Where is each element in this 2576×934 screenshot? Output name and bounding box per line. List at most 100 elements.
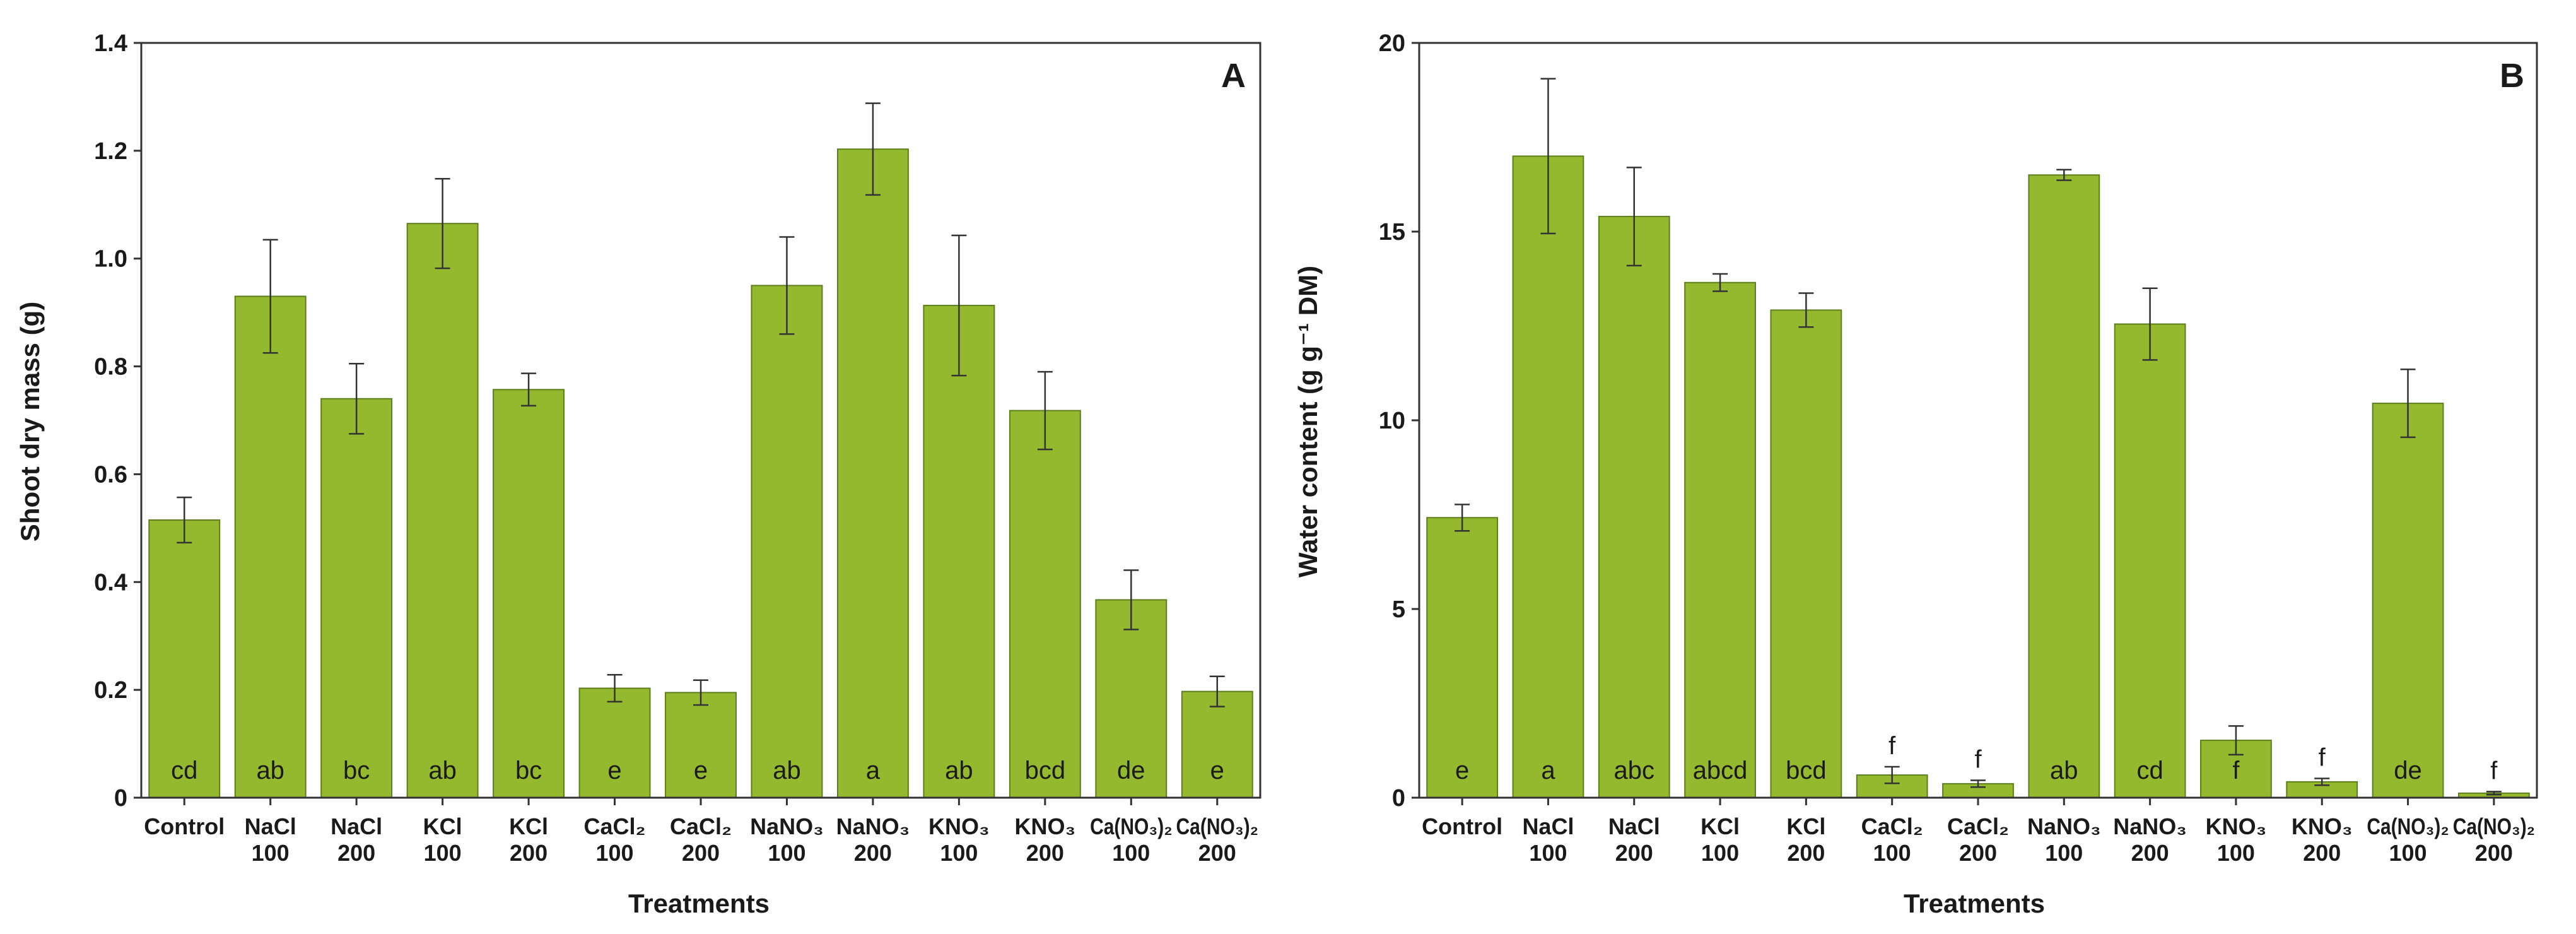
panel-a-x-tick-label: 100 <box>940 840 978 866</box>
panel-b-significance-letter: cd <box>2136 757 2163 784</box>
panel-a-x-axis-title: Treatments <box>628 889 770 918</box>
panel-b-x-tick-label: Ca(NO₃)₂ <box>2367 813 2449 839</box>
panel-b-plot-frame <box>1418 42 2538 799</box>
panel-a-label: A <box>1221 57 1246 95</box>
panel-a-x-tick-label: Ca(NO₃)₂ <box>1176 813 1258 839</box>
panel-b-significance-letter: de <box>2394 757 2422 784</box>
panel-b-x-tick-label: Control <box>1422 813 1502 839</box>
panel-a-x-tick-label: KCl <box>423 813 462 839</box>
panel-b-label: B <box>2500 57 2524 95</box>
panel-a-x-tick-label: KNO₃ <box>1015 813 1076 839</box>
panel-b-x-tick-label: 200 <box>2475 840 2513 866</box>
panel-b-x-tick-label: Ca(NO₃)₂ <box>2453 813 2535 839</box>
panel-a-x-tick-label: Control <box>144 813 225 839</box>
panel-a-x-tick-label: CaCl₂ <box>584 813 646 839</box>
panel-b-x-ticks: Control NaCl100NaCl200KCl100KCl200CaCl₂10… <box>1422 798 2535 866</box>
panel-a-significance-letter: de <box>1117 757 1145 784</box>
panel-b-water-content-chart: Water content (g g⁻¹ DM) Treatments B e a… <box>1293 30 2538 918</box>
panel-b-y-tick-label: 0 <box>1392 785 1405 812</box>
panel-a-plot-frame <box>140 42 1262 799</box>
panel-b-y-ticks: 0 5 10 15 20 <box>1379 30 1419 812</box>
panel-a-significance-letter: ab <box>428 757 457 784</box>
panel-b-error-bars <box>1455 78 2502 796</box>
panel-a-x-tick-label: 100 <box>595 840 633 866</box>
panel-a-bar <box>578 687 651 798</box>
panel-b-y-tick-label: 10 <box>1379 408 1405 434</box>
panel-a-x-tick-label: 100 <box>252 840 290 866</box>
panel-a-significance-letter: e <box>607 757 621 784</box>
panel-a-y-tick-label: 0.8 <box>94 354 127 381</box>
panel-b-x-tick-label: CaCl₂ <box>1947 813 2009 839</box>
panel-a-x-tick-label: 100 <box>1112 840 1150 866</box>
panel-a-bar <box>406 223 479 798</box>
panel-a-x-tick-label: 200 <box>1026 840 1064 866</box>
panel-b-y-axis-title: Water content (g g⁻¹ DM) <box>1293 266 1323 577</box>
panel-b-bar <box>1770 309 1842 799</box>
panel-a-significance-letter: cd <box>171 757 197 784</box>
panel-b-x-tick-label: 100 <box>2389 840 2427 866</box>
panel-a-x-tick-label: NaNO₃ <box>836 813 910 839</box>
panel-b-significance-letter: abc <box>1614 757 1655 784</box>
panel-a-bar <box>148 519 221 798</box>
panel-b-significance-letter: ab <box>2050 757 2078 784</box>
panel-b-x-axis-title: Treatments <box>1904 889 2045 918</box>
panel-a-y-tick-label: 0 <box>114 785 127 812</box>
panel-a-x-tick-label: 200 <box>854 840 892 866</box>
panel-a-x-tick-label: CaCl₂ <box>670 813 732 839</box>
panel-a-significance-letter: a <box>866 757 881 784</box>
panel-a-y-tick-label: 1.0 <box>94 246 127 273</box>
panel-a-x-tick-label: 200 <box>1198 840 1236 866</box>
panel-b-significance-letter: abcd <box>1693 757 1748 784</box>
panel-a-x-tick-label: Ca(NO₃)₂ <box>1090 813 1172 839</box>
panel-b-x-tick-label: 200 <box>2131 840 2169 866</box>
panel-b-x-tick-label: 100 <box>2217 840 2255 866</box>
panel-b-significance-letter: bcd <box>1786 757 1827 784</box>
panel-a-error-bars <box>177 102 1225 707</box>
panel-b-bar <box>1684 281 1756 799</box>
panel-b-x-tick-label: 100 <box>1873 840 1911 866</box>
panel-b-bar <box>2114 323 2186 798</box>
panel-a-x-tick-label: NaCl <box>245 813 296 839</box>
panel-a-y-tick-label: 0.6 <box>94 461 127 488</box>
panel-a-bar <box>1009 410 1081 798</box>
panel-a-significance-letter: ab <box>945 757 973 784</box>
panel-a-x-tick-label: 200 <box>682 840 720 866</box>
panel-a-bar <box>836 148 909 798</box>
panel-a-bars <box>148 148 1253 799</box>
panel-b-x-tick-label: 100 <box>1529 840 1567 866</box>
panel-b-bar <box>1598 216 1670 798</box>
panel-a-x-tick-label: KCl <box>509 813 548 839</box>
panel-a-x-tick-label: NaNO₃ <box>750 813 824 839</box>
panel-b-significance-letter: f <box>2319 744 2326 772</box>
panel-a-significance-letter: e <box>1210 757 1224 784</box>
panel-b-bar <box>1512 155 1584 798</box>
panel-a-shoot-dry-mass-chart: Shoot dry mass (g) Treatments A cd ab bc ab… <box>15 30 1262 918</box>
panel-b-significance-letter: f <box>1888 732 1896 760</box>
panel-b-significance-letter: f <box>2232 757 2240 784</box>
panel-a-x-tick-label: NaCl <box>331 813 382 839</box>
panel-b-bar <box>1426 517 1499 798</box>
panel-a-y-tick-label: 1.2 <box>94 138 127 165</box>
panel-b-y-tick-label: 20 <box>1379 30 1405 57</box>
panel-a-y-tick-label: 1.4 <box>94 30 127 57</box>
panel-a-y-tick-label: 0.2 <box>94 677 127 704</box>
panel-a-x-tick-label: 100 <box>424 840 462 866</box>
panel-b-x-tick-label: KNO₃ <box>2206 813 2267 839</box>
panel-b-y-tick-label: 15 <box>1379 219 1405 245</box>
panel-b-x-tick-label: CaCl₂ <box>1861 813 1923 839</box>
panel-b-x-tick-label: NaCl <box>1608 813 1660 839</box>
panel-a-bar <box>493 389 565 798</box>
panel-b-x-tick-label: NaNO₃ <box>2113 813 2187 839</box>
panel-b-bar <box>2372 403 2444 798</box>
panel-b-x-tick-label: 200 <box>1787 840 1825 866</box>
panel-a-bar <box>320 398 393 798</box>
panel-b-x-tick-label: 200 <box>1615 840 1653 866</box>
panel-b-x-tick-label: KCl <box>1786 813 1825 839</box>
panel-b-x-tick-label: 200 <box>2303 840 2341 866</box>
panel-b-significance-letter: f <box>2490 757 2498 784</box>
panel-a-x-tick-label: 100 <box>768 840 805 866</box>
panel-b-significance-letter: f <box>1974 745 1982 773</box>
panel-a-significance-letter: ab <box>256 757 284 784</box>
panel-a-significance-letters: cd ab bc ab bc e e ab a ab bcd de e <box>171 757 1224 784</box>
